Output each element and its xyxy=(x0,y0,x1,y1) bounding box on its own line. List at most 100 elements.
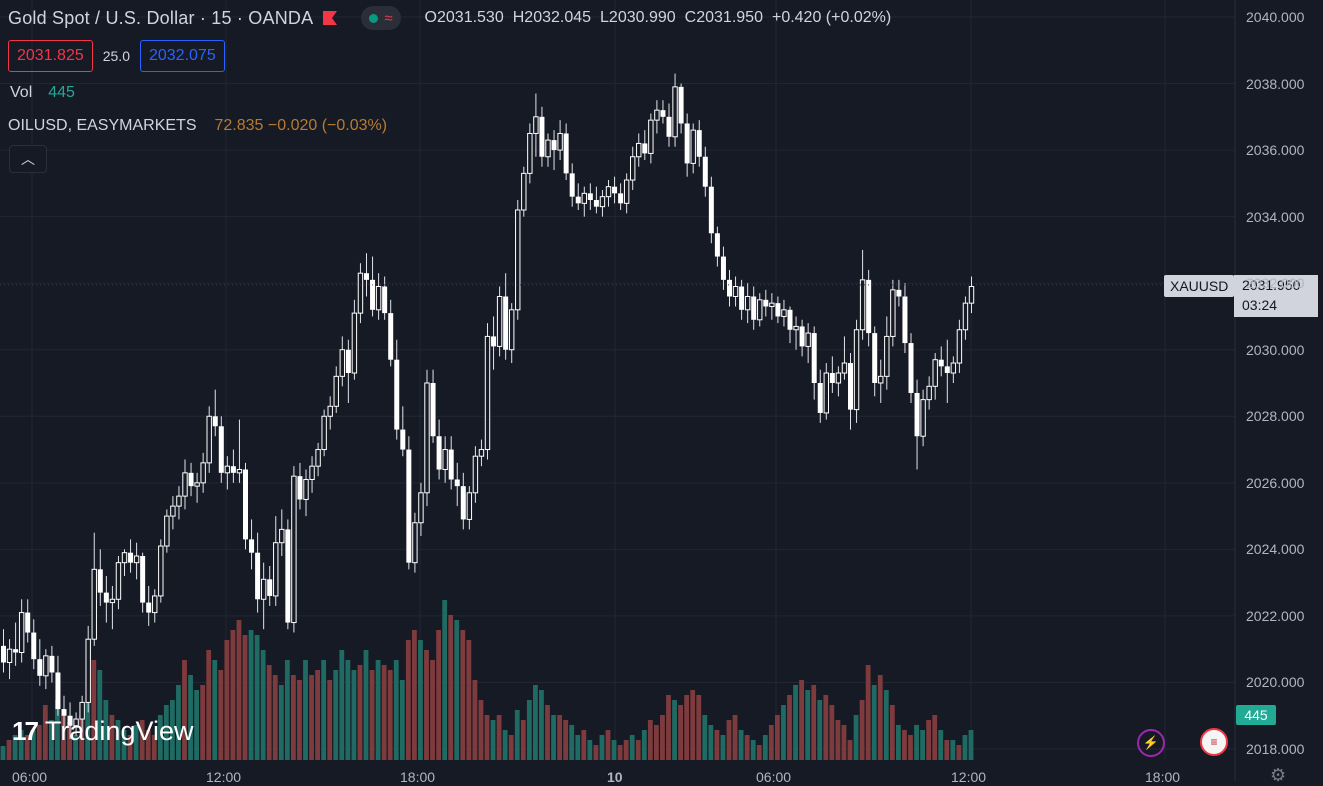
candle-body-down xyxy=(460,486,466,520)
candle-body-down xyxy=(938,359,944,367)
volume-bar xyxy=(151,735,157,760)
price-tick-label: 2020.000 xyxy=(1246,674,1305,691)
volume-bar xyxy=(520,720,526,760)
volume-bar xyxy=(242,635,248,760)
volume-bar xyxy=(847,740,853,760)
volume-legend[interactable]: Vol 445 xyxy=(10,84,75,102)
candle-body-up xyxy=(926,385,932,401)
volume-bar xyxy=(496,715,502,760)
candle-body-down xyxy=(31,632,37,660)
candle-body-up xyxy=(279,528,285,544)
volume-bar xyxy=(853,715,859,760)
candle-body-up xyxy=(648,119,654,154)
volume-bar xyxy=(768,725,774,760)
volume-bar xyxy=(581,730,587,760)
volume-bar xyxy=(61,715,66,760)
volume-bar xyxy=(412,630,417,760)
economic-events-button[interactable]: ≡ xyxy=(1200,728,1228,756)
sell-button[interactable]: 2031.825 xyxy=(8,40,93,72)
compare-values: 72.835 −0.020 (−0.03%) xyxy=(215,117,388,135)
time-tick-label: 12:00 xyxy=(206,769,242,785)
candle-body-down xyxy=(249,539,255,553)
candle-body-up xyxy=(200,462,206,484)
volume-bar xyxy=(79,715,85,760)
time-tick-label: 18:00 xyxy=(1145,769,1181,785)
volume-bar xyxy=(387,670,393,760)
volume-bar xyxy=(859,700,865,760)
candle-body-down xyxy=(902,296,908,344)
close-value: C2031.950 xyxy=(684,9,763,26)
candle-body-up xyxy=(273,542,279,597)
volume-bar xyxy=(230,630,236,760)
volume-bar xyxy=(805,690,811,760)
candle-body-up xyxy=(599,196,606,208)
candle-body-up xyxy=(333,375,339,407)
candle-body-up xyxy=(878,375,884,384)
buy-button[interactable]: 2032.075 xyxy=(139,40,225,72)
volume-bar xyxy=(762,735,768,760)
symbol-title[interactable]: Gold Spot / U.S. Dollar · 15 · OANDA xyxy=(8,7,314,28)
volume-bar xyxy=(218,670,224,760)
spread-value: 25.0 xyxy=(102,48,130,64)
settings-gear-icon[interactable]: ⚙ xyxy=(1270,765,1287,785)
chevron-up-icon: ︿ xyxy=(21,151,35,167)
candle-body-up xyxy=(351,312,358,374)
volume-bar xyxy=(641,730,647,760)
candle-body-down xyxy=(587,193,593,200)
candle-body-down xyxy=(37,659,43,676)
candle-body-up xyxy=(744,295,751,311)
volume-bar xyxy=(841,725,847,760)
candle-body-down xyxy=(872,333,878,383)
market-status-pill[interactable]: ≈ xyxy=(361,6,401,30)
tag-price: 2031.950 xyxy=(1242,277,1301,293)
collapse-legend-button[interactable]: ︿ xyxy=(9,145,47,173)
candle-body-down xyxy=(212,416,218,427)
volume-bar xyxy=(103,700,109,760)
candle-body-up xyxy=(133,555,140,564)
lightning-button[interactable]: ⚡ xyxy=(1137,729,1165,757)
volume-bar xyxy=(883,690,889,760)
candle-body-down xyxy=(382,286,388,314)
candle-body-up xyxy=(303,478,309,500)
candle-body-up xyxy=(466,492,473,520)
volume-bar xyxy=(351,670,357,760)
tradingview-logo[interactable]: 17 TradingView xyxy=(12,716,194,747)
volume-bar xyxy=(145,730,151,760)
volume-bar xyxy=(315,670,320,760)
candle-body-up xyxy=(962,302,969,331)
candle-body-up xyxy=(605,186,612,198)
volume-bar xyxy=(920,730,925,760)
candle-body-down xyxy=(618,193,624,204)
volume-bar xyxy=(472,680,478,760)
candle-body-down xyxy=(388,313,394,360)
volume-bar xyxy=(889,705,895,760)
candle-body-up xyxy=(309,465,315,480)
last-price-tag: XAUUSD 2031.950 03:24 xyxy=(1164,275,1318,317)
volume-bar xyxy=(55,700,60,760)
volume-bar xyxy=(466,640,472,760)
candle-body-down xyxy=(55,672,61,710)
candle-body-up xyxy=(853,329,860,411)
volume-bar xyxy=(139,720,145,760)
candle-body-down xyxy=(67,715,73,726)
volume-bar xyxy=(272,675,278,760)
candle-body-down xyxy=(146,602,152,613)
volume-bar xyxy=(502,730,508,760)
candle-body-up xyxy=(509,309,515,351)
volume-bar xyxy=(478,700,484,760)
volume-bar xyxy=(835,720,841,760)
candle-body-down xyxy=(103,592,109,603)
flag-icon[interactable] xyxy=(321,10,339,26)
candle-body-up xyxy=(527,132,533,174)
volume-bar xyxy=(333,670,339,760)
volume-bar xyxy=(170,700,175,760)
candle-body-up xyxy=(6,648,13,663)
candle-body-down xyxy=(364,273,369,280)
compare-legend[interactable]: OILUSD, EASYMARKETS 72.835 −0.020 (−0.03… xyxy=(8,117,387,135)
candle-body-up xyxy=(224,465,231,474)
volume-bar xyxy=(436,630,441,760)
candle-body-up xyxy=(521,172,527,211)
price-tick-label: 2024.000 xyxy=(1246,541,1305,558)
volume-bar xyxy=(297,680,302,760)
